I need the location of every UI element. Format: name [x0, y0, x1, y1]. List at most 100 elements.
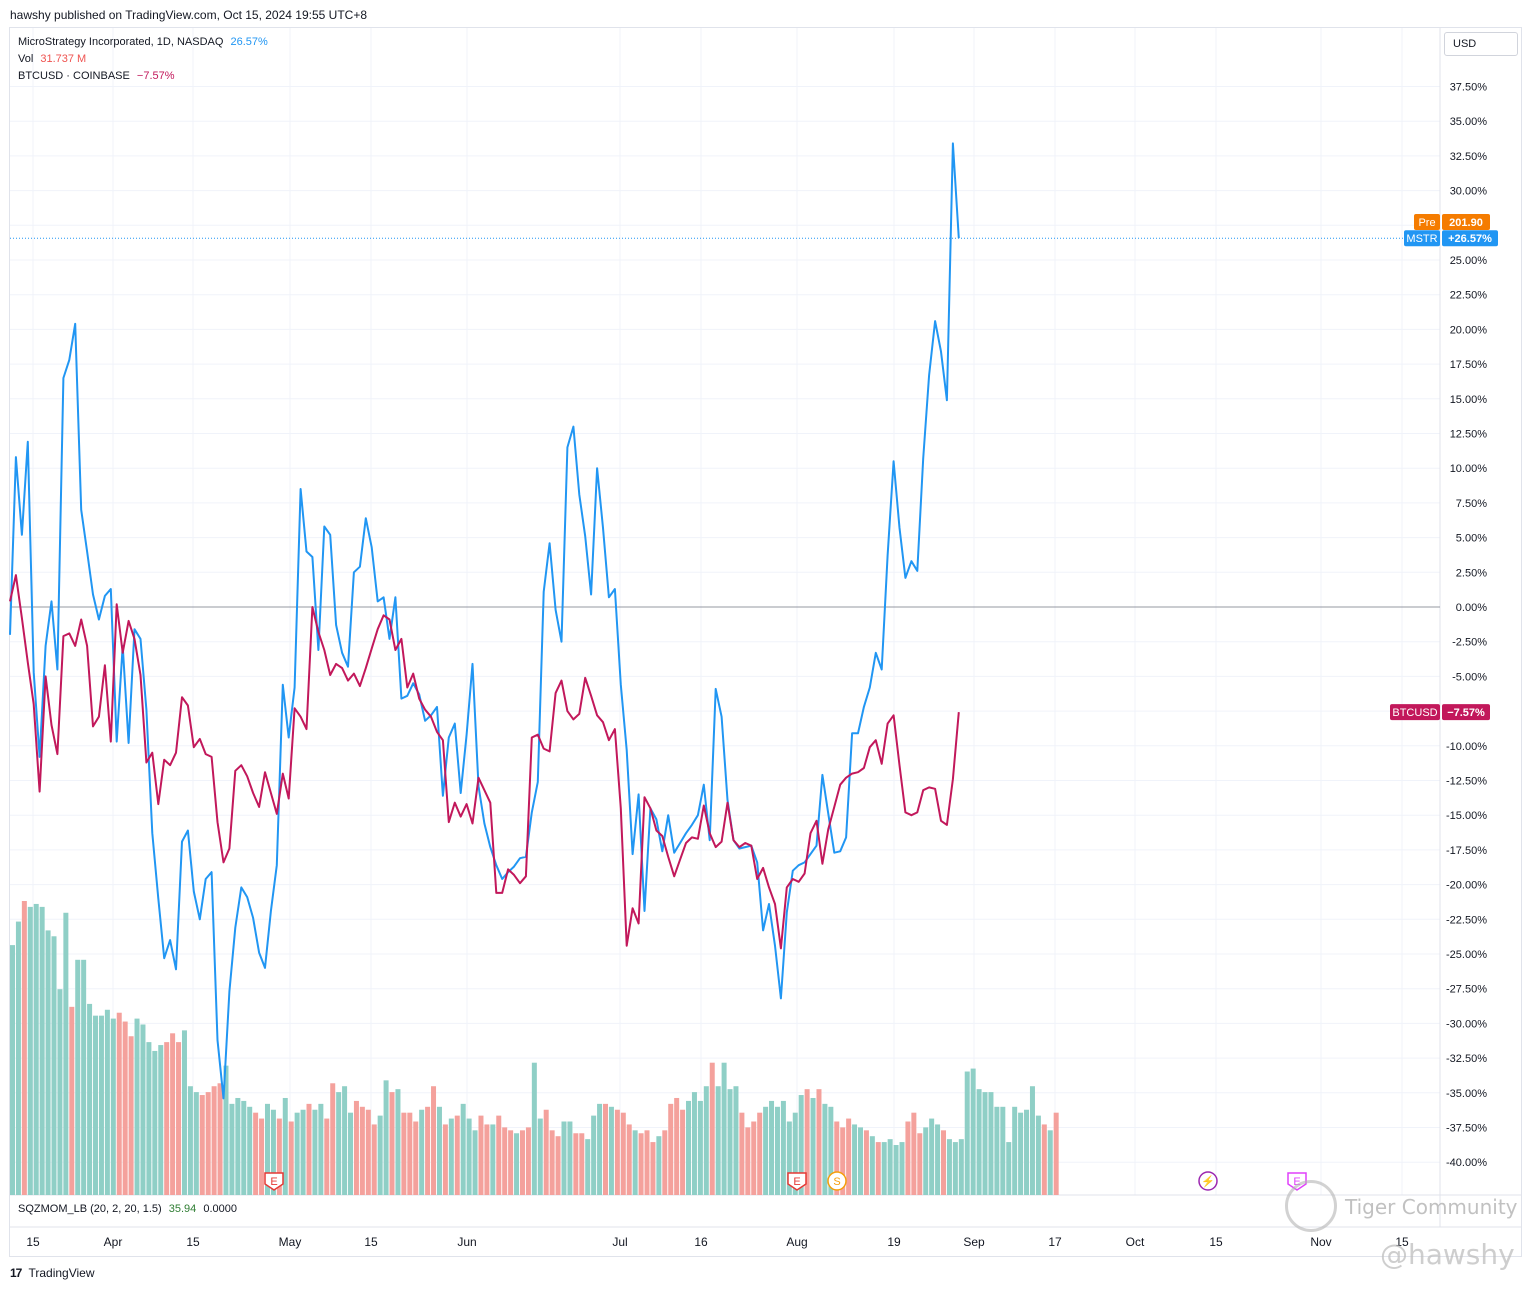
volume-bar — [181, 1030, 187, 1195]
volume-bar — [353, 1100, 359, 1195]
tradingview-logo[interactable]: 17 TradingView — [10, 1266, 95, 1280]
y-tick-label: -12.50% — [1446, 776, 1487, 788]
x-tick-label: Sep — [963, 1235, 985, 1249]
x-tick-label: 15 — [1209, 1235, 1223, 1249]
volume-bar — [170, 1033, 176, 1195]
volume-bar — [1035, 1115, 1041, 1195]
volume-bar — [158, 1045, 164, 1195]
volume-bar — [306, 1103, 312, 1195]
currency-button[interactable]: USD — [1444, 32, 1518, 56]
volume-bar — [893, 1145, 899, 1195]
legend-volume[interactable]: Vol 31.737 M — [18, 53, 90, 65]
volume-bar — [810, 1097, 816, 1195]
volume-bar — [401, 1112, 407, 1195]
volume-bar — [116, 1012, 122, 1195]
price-label-tag: BTCUSD — [1392, 707, 1437, 719]
volume-bar — [869, 1136, 875, 1195]
volume-bar — [958, 1139, 964, 1195]
volume-bar — [205, 1092, 211, 1195]
event-marker-label: E — [793, 1176, 800, 1188]
volume-bar — [1006, 1142, 1012, 1195]
volume-bar — [472, 1130, 478, 1195]
legend-compare[interactable]: BTCUSD · COINBASE −7.57% — [18, 70, 179, 82]
volume-bar — [822, 1103, 828, 1195]
volume-bar — [798, 1095, 804, 1195]
volume-bar — [348, 1112, 354, 1195]
volume-bar — [377, 1115, 383, 1195]
price-label-value-bg — [1442, 704, 1490, 721]
volume-bar — [899, 1142, 905, 1195]
volume-bar — [691, 1092, 697, 1195]
volume-bar — [1012, 1106, 1018, 1195]
volume-bar — [39, 906, 45, 1195]
y-tick-label: -22.50% — [1446, 914, 1487, 926]
volume-bar — [656, 1136, 662, 1195]
volume-bar — [484, 1124, 490, 1195]
x-axis-ticks: 15 Apr 15 May 15 Jun Jul 16 Aug 19 Sep 17 Oct 15 Nov 15 — [26, 1235, 1409, 1249]
volume-bar — [93, 1015, 99, 1195]
x-tick-label: Jun — [457, 1235, 476, 1249]
event-marker-split: S — [827, 1171, 847, 1191]
y-tick-label: -35.00% — [1446, 1088, 1487, 1100]
price-label-pre: Pre 201.90 — [1414, 214, 1490, 230]
volume-bar — [929, 1118, 935, 1195]
volume-bar — [733, 1086, 739, 1195]
y-tick-label: 35.00% — [1450, 116, 1488, 128]
volume-bar — [81, 959, 87, 1195]
volume-bar — [276, 1118, 282, 1195]
volume-bar — [941, 1130, 947, 1195]
price-label-tag-bg — [1414, 214, 1440, 230]
volume-bar — [792, 1112, 798, 1195]
volume-bar — [229, 1103, 235, 1195]
volume-bar — [259, 1118, 265, 1195]
volume-bar — [970, 1068, 976, 1195]
volume-bar — [857, 1127, 863, 1195]
volume-bar — [917, 1133, 923, 1195]
volume-bar — [383, 1080, 389, 1195]
volume-bar — [537, 1118, 543, 1195]
volume-bar — [395, 1089, 401, 1195]
y-tick-label: 32.50% — [1450, 151, 1488, 163]
volume-bar — [769, 1100, 775, 1195]
volume-bar — [359, 1106, 365, 1195]
volume-bar — [757, 1112, 763, 1195]
volume-bar — [994, 1106, 1000, 1195]
volume-bar — [739, 1112, 745, 1195]
legend-main[interactable]: MicroStrategy Incorporated, 1D, NASDAQ 2… — [18, 36, 272, 48]
volume-bar — [715, 1086, 721, 1195]
volume-bar — [828, 1106, 834, 1195]
volume-bar — [152, 1050, 158, 1195]
volume-bar — [176, 1042, 182, 1195]
volume-bar — [905, 1121, 911, 1195]
x-tick-label: 15 — [1395, 1235, 1409, 1249]
y-tick-label: -10.00% — [1446, 741, 1487, 753]
indicator-legend[interactable]: SQZMOM_LB (20, 2, 20, 1.5) 35.94 0.0000 — [18, 1203, 237, 1215]
volume-bar — [721, 1062, 727, 1195]
volume-bar — [597, 1103, 603, 1195]
y-tick-label: 15.00% — [1450, 394, 1488, 406]
volume-bar — [988, 1092, 994, 1195]
volume-bar — [680, 1109, 686, 1195]
y-tick-label: 10.00% — [1450, 463, 1488, 475]
volume-bar — [187, 1086, 193, 1195]
event-marker-label: ⚡ — [1201, 1175, 1215, 1188]
volume-bar — [502, 1127, 508, 1195]
volume-bar — [211, 1086, 217, 1195]
volume-bar — [923, 1127, 929, 1195]
volume-bar — [774, 1106, 780, 1195]
volume-bar — [727, 1089, 733, 1195]
volume-bar — [946, 1139, 952, 1195]
x-tick-label: 19 — [887, 1235, 901, 1249]
event-marker-label: S — [833, 1176, 840, 1188]
y-tick-label: 7.50% — [1456, 498, 1487, 510]
volume-bar — [454, 1115, 460, 1195]
volume-bar — [57, 989, 63, 1195]
volume-bar — [816, 1089, 822, 1195]
volume-bar — [840, 1127, 846, 1195]
x-tick-label: Apr — [104, 1235, 123, 1249]
volume-bar — [620, 1112, 626, 1195]
volume-bar — [478, 1115, 484, 1195]
volume-bar — [21, 901, 27, 1195]
volume-bar — [1029, 1086, 1035, 1195]
